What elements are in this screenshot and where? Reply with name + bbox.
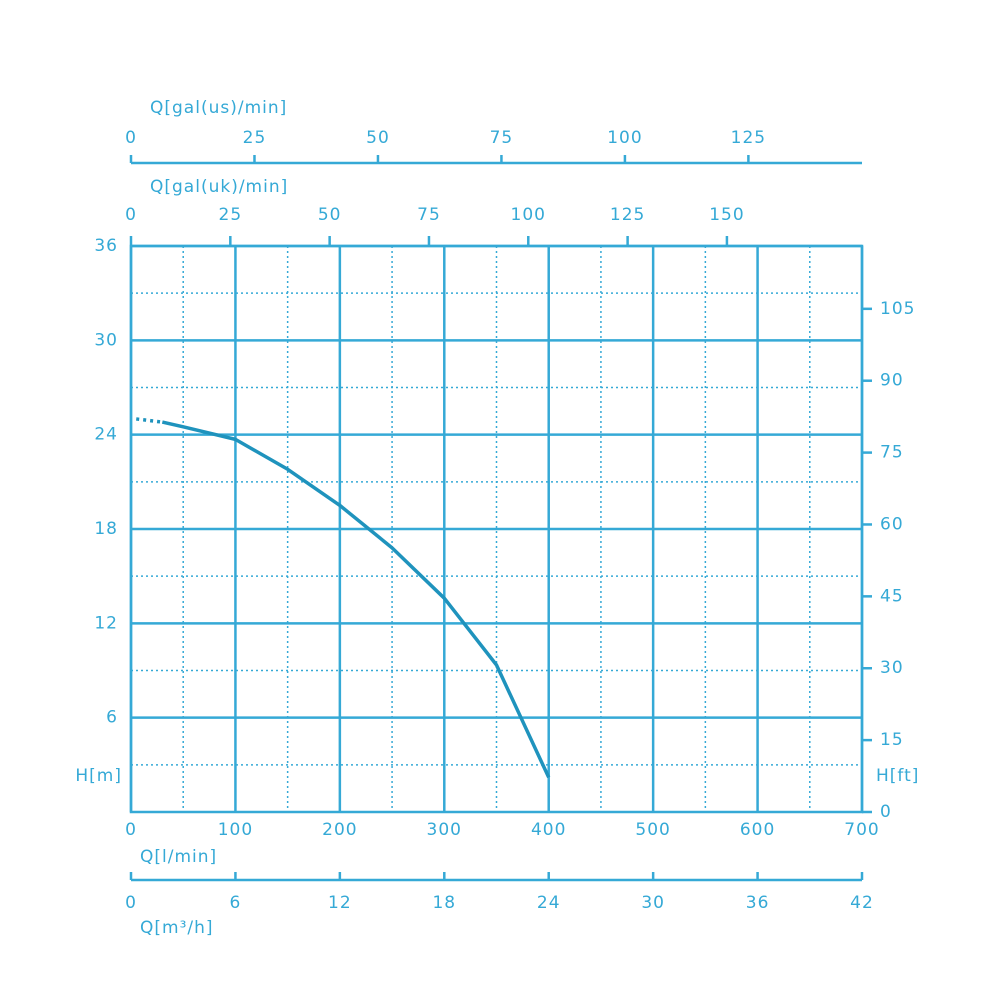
axis-tick-label: 100 [607,128,642,148]
pump-curve [136,417,163,424]
y2-tick-label: 15 [880,730,904,750]
y2-tick-label: 75 [880,443,904,463]
m3-axis-label: Q[m³/h] [140,918,214,938]
y2-tick-label: 60 [880,514,904,534]
x-tick-label: 100 [218,820,253,840]
y-tick-label: 24 [94,425,118,445]
axis-tick-label: 6 [230,893,242,913]
axis-tick-label: 100 [511,205,546,225]
axis-tick-label: 42 [850,893,874,913]
us-axis-label: Q[gal(us)/min] [150,98,287,118]
axis-tick-label: 0 [125,128,137,148]
x-tick-label: 200 [322,820,357,840]
axis-tick-label: 150 [709,205,744,225]
x-tick-label: 300 [427,820,462,840]
axis-tick-label: 125 [731,128,766,148]
axis-tick-label: 0 [125,893,137,913]
x-tick-label: 600 [740,820,775,840]
axis-tick-label: 25 [243,128,267,148]
axis-tick-label: 50 [366,128,390,148]
x-tick-label: 0 [125,820,137,840]
x-tick-label: 500 [635,820,670,840]
y-tick-label: 36 [94,236,118,256]
y-axis-label: H[m] [75,766,122,786]
y2-tick-label: 45 [880,586,904,606]
y2-axis-label: H[ft] [876,766,919,786]
axis-tick-label: 25 [219,205,243,225]
y-tick-label: 6 [106,708,118,728]
y2-tick-label: 0 [880,802,892,822]
axis-tick-label: 50 [318,205,342,225]
axis-tick-label: 0 [125,205,137,225]
x-tick-label: 700 [844,820,879,840]
y-tick-label: 12 [94,613,118,633]
x-tick-label: 400 [531,820,566,840]
axis-tick-label: 75 [417,205,441,225]
y-tick-label: 30 [94,330,118,350]
axis-tick-label: 125 [610,205,645,225]
axis-tick-label: 18 [432,893,456,913]
axis-tick-label: 30 [641,893,665,913]
y2-tick-label: 105 [880,299,915,319]
axis-tick-label: 75 [490,128,514,148]
x-axis-label: Q[l/min] [140,847,217,867]
axis-tick-label: 36 [746,893,770,913]
axis-tick-label: 24 [537,893,561,913]
y2-tick-label: 30 [880,658,904,678]
axis-tick-label: 12 [328,893,352,913]
pump-curve [161,420,551,779]
uk-axis-label: Q[gal(uk)/min] [150,177,288,197]
y-tick-label: 18 [94,519,118,539]
y2-tick-label: 90 [880,371,904,391]
